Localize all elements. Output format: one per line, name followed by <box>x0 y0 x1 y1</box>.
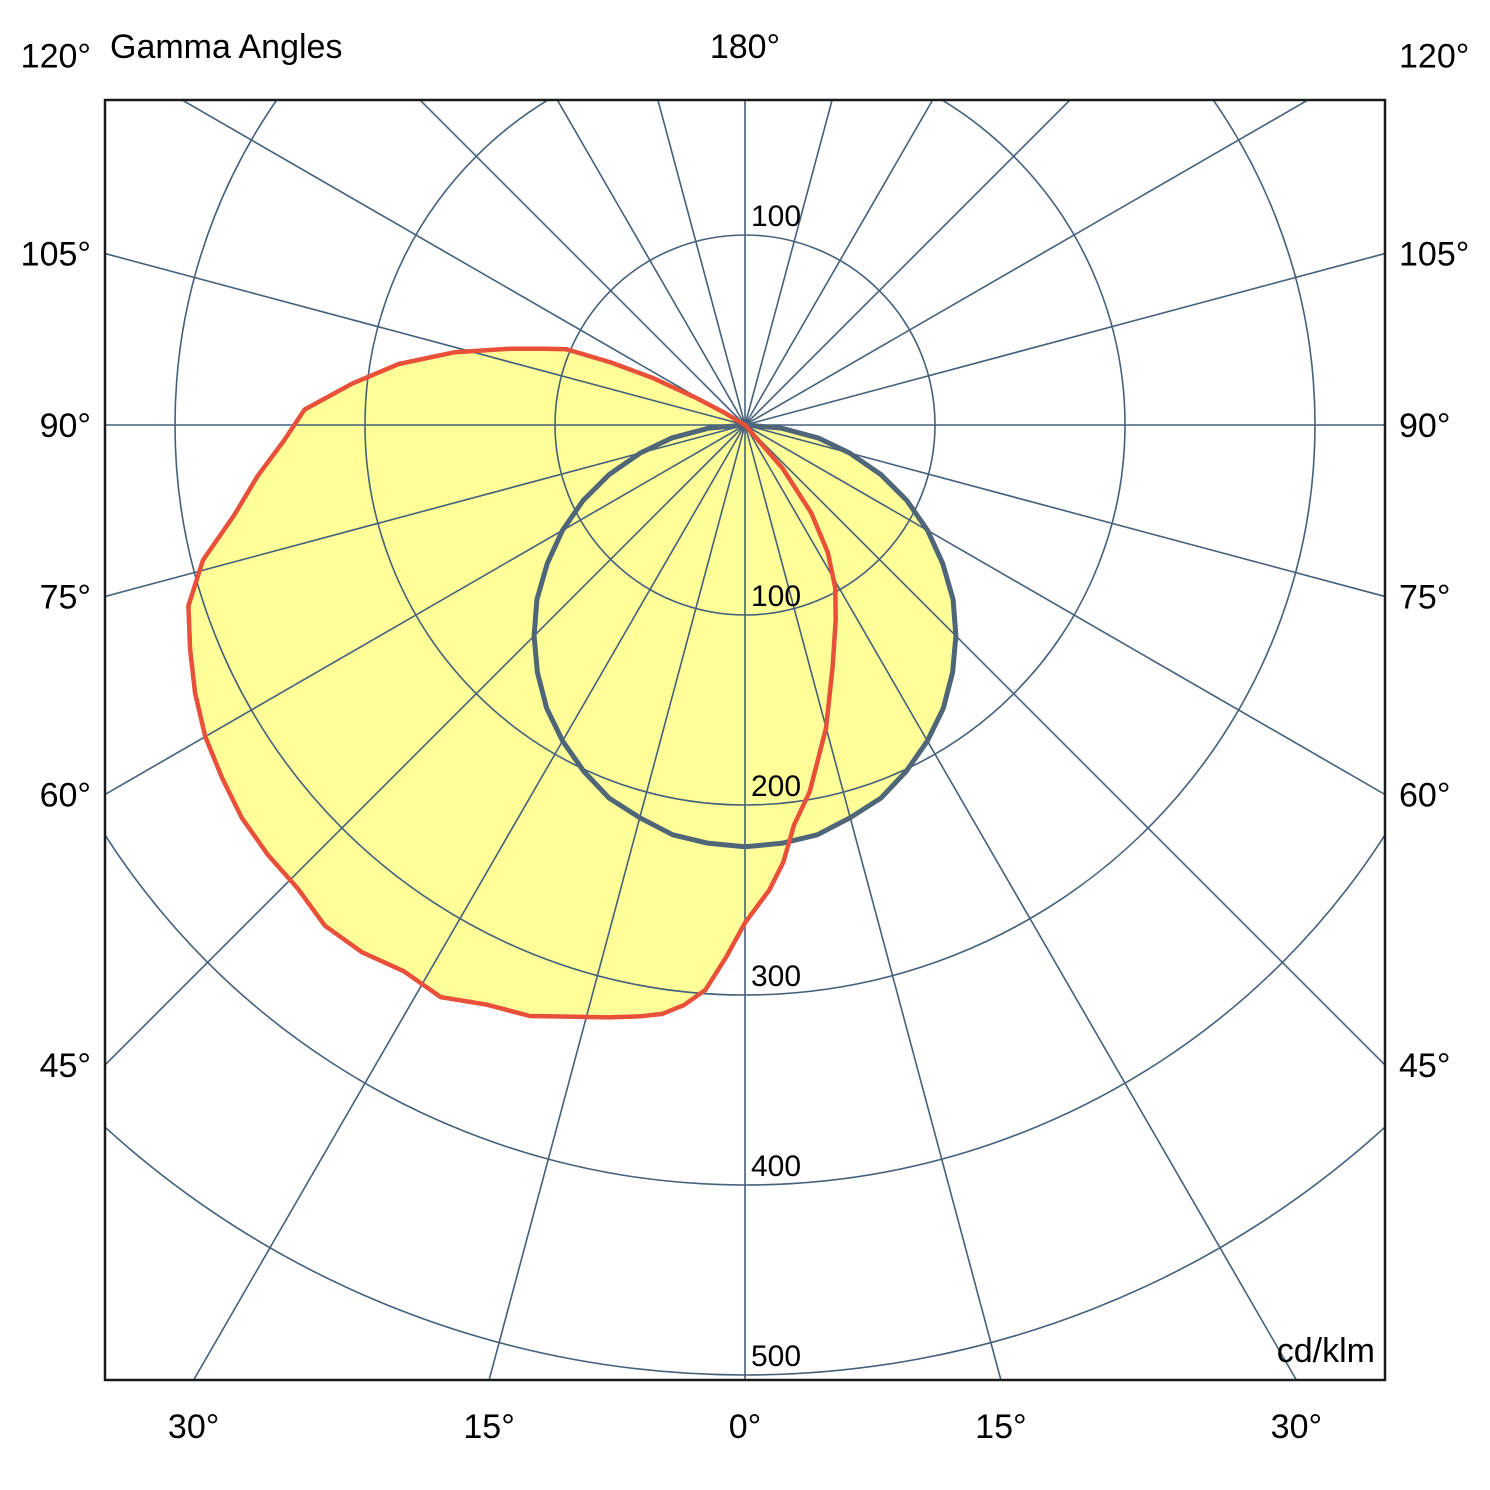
angle-label-bottom: 30° <box>1271 1408 1322 1446</box>
angle-label-bottom: 30° <box>168 1408 219 1446</box>
angle-label-right: 45° <box>1399 1047 1450 1085</box>
grid-spoke <box>744 100 1310 426</box>
grid-spoke <box>488 424 746 1380</box>
radial-tick-label: 300 <box>751 960 801 993</box>
angle-label-left: 45° <box>40 1047 91 1085</box>
angle-label-left: 75° <box>40 578 91 616</box>
grid-spoke <box>556 100 746 426</box>
grid-spoke <box>744 424 1385 1067</box>
grid-spoke <box>744 252 1385 426</box>
radial-tick-label: 200 <box>751 770 801 803</box>
grid-spoke <box>657 100 746 426</box>
radial-tick-label: 100 <box>751 580 801 613</box>
intensity-curve-c0-c180 <box>186 346 838 1020</box>
top-angle-label: 180° <box>710 28 780 66</box>
grid-spoke <box>105 424 746 796</box>
angle-label-bottom: 15° <box>975 1408 1026 1446</box>
plot-border <box>103 98 1387 1382</box>
beam-fill-c0-c180 <box>188 348 836 1018</box>
grid-spoke <box>744 100 934 426</box>
grid-spoke <box>744 100 1072 426</box>
grid-spoke <box>180 100 746 426</box>
radial-tick-label: 400 <box>751 1150 801 1183</box>
radial-tick-label: 100 <box>751 200 801 233</box>
angle-label-left: 90° <box>40 407 91 445</box>
intensity-curve-c90-c270 <box>531 422 959 850</box>
grid-spoke <box>744 424 1298 1380</box>
grid-spoke <box>105 424 746 1067</box>
grid-spoke <box>192 424 746 1380</box>
angle-label-left: 60° <box>40 777 91 815</box>
angle-label-bottom: 0° <box>729 1408 762 1446</box>
grid-spoke <box>744 424 1385 796</box>
chart-title: Gamma Angles <box>110 28 342 66</box>
angle-label-bottom: 15° <box>463 1408 514 1446</box>
grid-spoke <box>744 424 1385 598</box>
angle-label-left: 120° <box>21 37 91 75</box>
unit-label: cd/klm <box>1277 1332 1375 1370</box>
grid-spoke <box>744 424 1002 1380</box>
grid-spoke <box>105 424 746 598</box>
grid-spoke <box>105 252 746 426</box>
radial-tick-label: 500 <box>751 1340 801 1373</box>
angle-label-right: 105° <box>1399 236 1469 274</box>
grid-spoke <box>418 100 746 426</box>
angle-label-right: 75° <box>1399 578 1450 616</box>
angle-label-left: 105° <box>21 236 91 274</box>
grid-spoke <box>744 100 833 426</box>
angle-label-right: 90° <box>1399 407 1450 445</box>
angle-label-right: 60° <box>1399 777 1450 815</box>
angle-label-right: 120° <box>1399 37 1469 75</box>
